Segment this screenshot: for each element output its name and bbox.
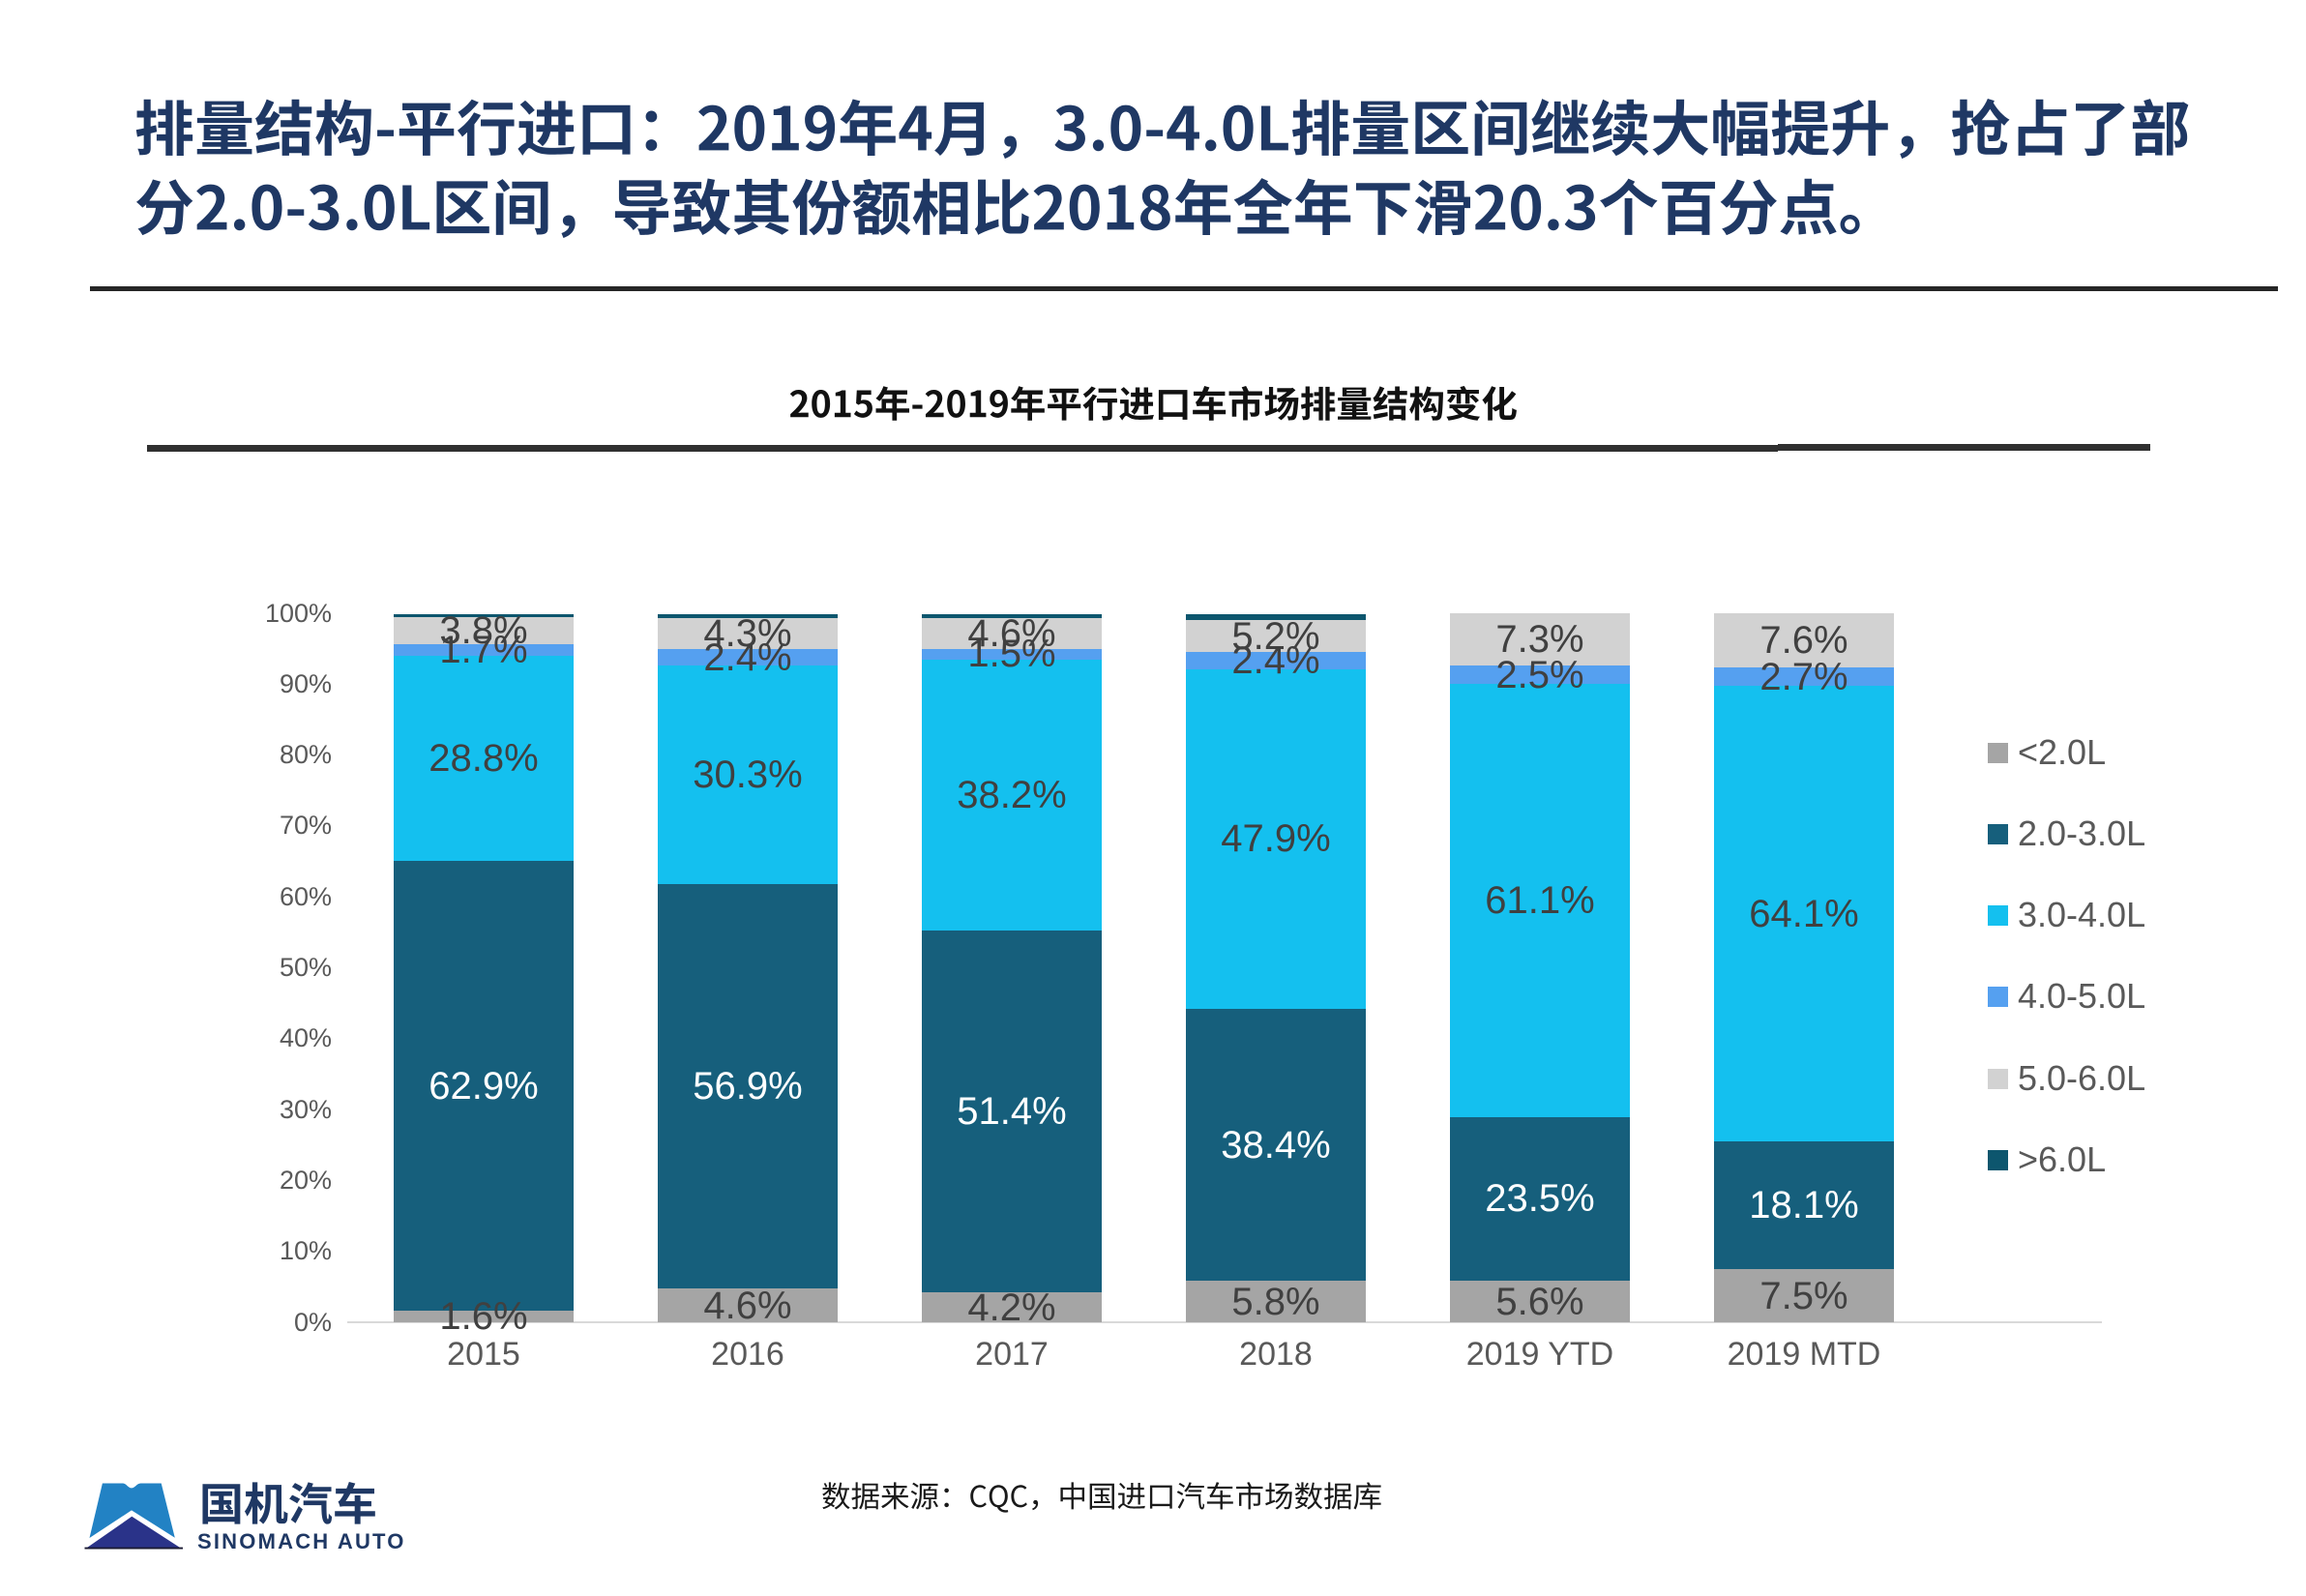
- svg-text:SINOMACH AUTO: SINOMACH AUTO: [197, 1529, 406, 1553]
